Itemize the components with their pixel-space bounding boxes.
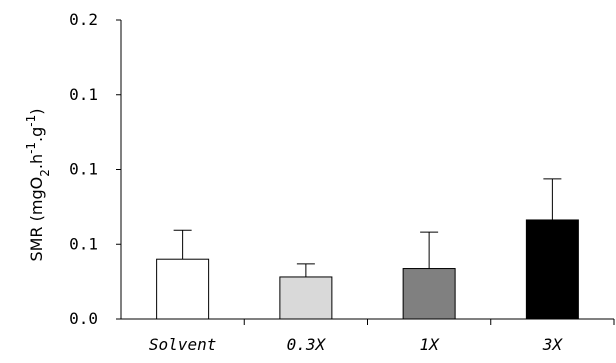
x-category-label: 3X	[542, 335, 564, 354]
y-axis-label: SMR (mgO2.h-1.g-1)	[24, 108, 52, 261]
bar-solvent	[156, 258, 210, 320]
category-labels: Solvent 0.3X 1X 3X	[149, 335, 563, 354]
bar-3x	[525, 219, 579, 320]
y-tick-label: 0.0	[69, 309, 98, 328]
y-tick-label: 0.2	[69, 10, 98, 29]
bar-0-3x	[279, 276, 333, 320]
y-ticks: 0.0 0.1 0.1 0.1 0.2	[69, 10, 121, 328]
y-tick-label: 0.1	[69, 160, 98, 179]
x-category-label: 1X	[419, 335, 440, 354]
y-tick-label: 0.1	[69, 85, 98, 104]
bars	[156, 219, 579, 320]
x-category-label: Solvent	[149, 335, 216, 354]
bar-1x	[402, 268, 456, 320]
x-category-label: 0.3X	[287, 335, 327, 354]
y-tick-label: 0.1	[69, 234, 98, 253]
error-bars	[173, 178, 562, 277]
